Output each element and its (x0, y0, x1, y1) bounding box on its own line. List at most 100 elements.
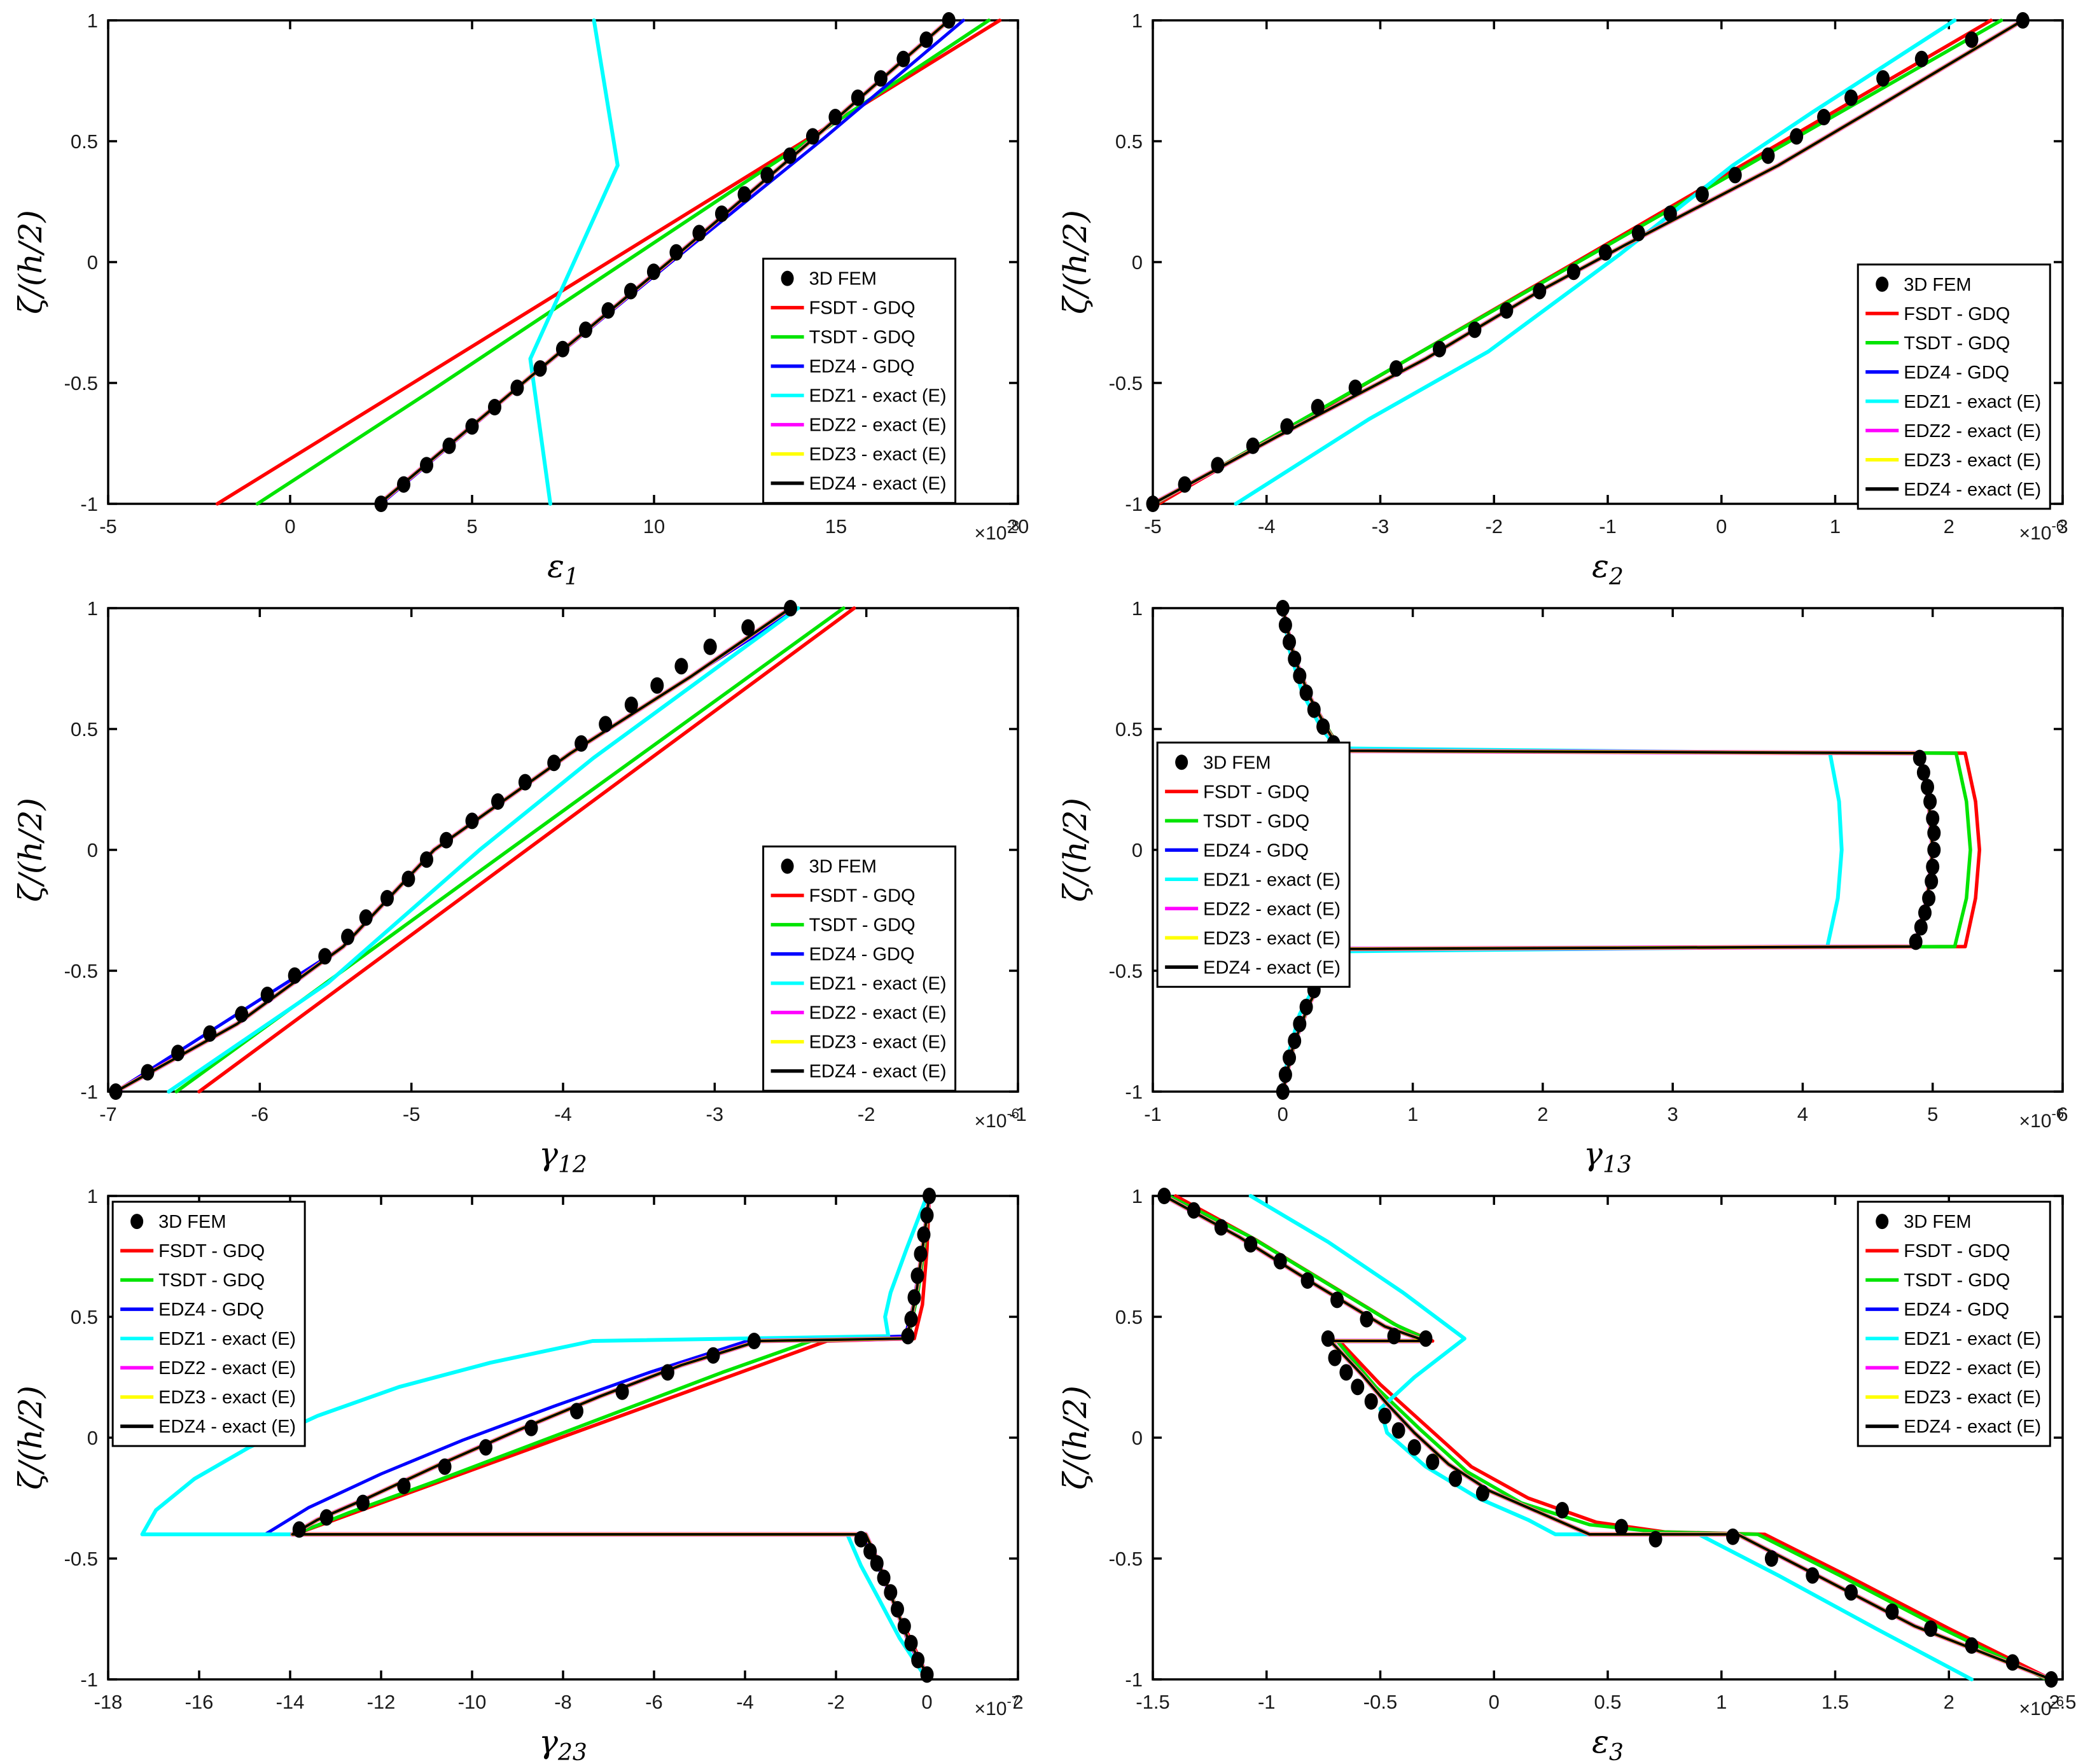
fem-marker (579, 321, 592, 338)
legend-item-label: TSDT - GDQ (809, 328, 916, 348)
legend-box: 3D FEM FSDT - GDQ TSDT - GDQ EDZ4 - GDQ EDZ1… (762, 845, 957, 1092)
x-tick-label: -5 (1144, 515, 1162, 538)
subplot-svg-eps1: -5 0 5 10 15 20 -1 -0.5 0 0.5 1 ε1 ×10-8 ζ/(h/2) 3D FE… (0, 0, 1045, 588)
fem-marker (1407, 1439, 1421, 1456)
y-axis-label: ζ/(h/2) (12, 1386, 49, 1490)
fem-marker (1157, 1188, 1171, 1204)
fem-marker (1926, 810, 1940, 827)
fem-marker (465, 812, 479, 830)
legend-item: FSDT - GDQ (770, 298, 916, 319)
fem-marker (901, 1328, 915, 1345)
legend-item-label: EDZ4 - GDQ (809, 945, 915, 965)
x-axis-label: γ23 (539, 1723, 587, 1763)
fem-marker (1728, 167, 1742, 184)
fem-marker (1695, 186, 1709, 203)
subplot-eps3: -1.5 -1 -0.5 0 0.5 1 1.5 2 2.5 -1 -0.5 0 0.5 1 ε3 ×10-6… (1045, 1176, 2090, 1764)
fem-marker (854, 1531, 868, 1548)
fem-marker (863, 1543, 877, 1560)
fem-marker (1761, 147, 1775, 164)
legend-box: 3D FEM FSDT - GDQ TSDT - GDQ EDZ4 - GDQ EDZ1… (762, 258, 957, 504)
fem-marker (1927, 824, 1941, 842)
legend-item: FSDT - GDQ (770, 886, 916, 906)
fem-marker (1307, 701, 1321, 718)
fem-marker (292, 1521, 306, 1538)
fem-marker (2044, 1671, 2058, 1688)
subplot-gam13: -1 0 1 2 3 4 5 6 -1 -0.5 0 0.5 1 γ13 ×10-6 ζ/(h/2) 3D FE… (1045, 588, 2090, 1176)
y-tick-label: 1 (87, 597, 98, 620)
fem-marker (235, 1006, 249, 1023)
fem-marker (397, 476, 410, 493)
fem-marker (919, 31, 933, 48)
fem-marker (1468, 321, 1482, 338)
subplot-eps1: -5 0 5 10 15 20 -1 -0.5 0 0.5 1 ε1 ×10-8 ζ/(h/2) 3D FE… (0, 0, 1045, 588)
fem-marker (356, 1494, 370, 1511)
fem-marker (438, 1458, 452, 1475)
fem-marker (1925, 873, 1939, 890)
fem-marker (874, 70, 888, 87)
fem-marker (615, 1383, 629, 1400)
y-tick-label: 0.5 (1115, 718, 1143, 740)
fem-marker (917, 1226, 931, 1243)
fem-marker (646, 263, 660, 281)
series-tsdt-gdq-line (1167, 1194, 2049, 1681)
fem-marker (805, 128, 819, 145)
legend-item: EDZ3 - exact (E) (770, 445, 947, 465)
fem-marker (203, 1025, 217, 1042)
x-tick-label: 2 (1944, 515, 1954, 538)
fem-marker (1922, 890, 1936, 906)
fem-marker (380, 890, 394, 906)
y-tick-label: 0.5 (71, 1306, 98, 1328)
legend-item-label: EDZ3 - exact (E) (809, 445, 947, 465)
legend-item-label: EDZ2 - exact (E) (809, 1003, 947, 1024)
fem-marker (171, 1045, 185, 1062)
fem-marker (1648, 1531, 1662, 1548)
x-tick-label: 10 (643, 515, 665, 538)
fem-marker (1923, 793, 1937, 810)
legend-item-label: EDZ1 - exact (E) (1904, 1329, 2041, 1349)
legend-item-label: EDZ2 - exact (E) (1904, 421, 2041, 441)
series-tsdt-gdq-line (1153, 18, 2003, 506)
x-tick-label: 2 (1944, 1691, 1954, 1713)
fem-marker (1378, 1407, 1392, 1424)
y-tick-label: -0.5 (1109, 372, 1143, 394)
legend-item-label: EDZ4 - exact (E) (809, 1062, 947, 1082)
fem-marker (884, 1584, 898, 1601)
legend-item: EDZ1 - exact (E) (1865, 392, 2041, 412)
fem-marker (1278, 1066, 1292, 1083)
fem-marker (920, 1666, 934, 1683)
x-tick-label: -2 (827, 1691, 845, 1713)
fem-marker (1391, 1422, 1405, 1439)
x-tick-label: -4 (554, 1103, 572, 1125)
legend-item-label: FSDT - GDQ (1904, 304, 2010, 324)
subplot-svg-gam12: -7 -6 -5 -4 -3 -2 -1 -1 -0.5 0 0.5 1 γ12 ×10-6 ζ/(h/2)… (0, 588, 1045, 1176)
fem-marker (923, 1188, 937, 1204)
subplot-gam23: -18 -16 -14 -12 -10 -8 -6 -4 -2 0 2 -1 -0.5 0 0.5 1 γ23 ×… (0, 1176, 1045, 1764)
legend-item: EDZ4 - GDQ (770, 945, 915, 965)
legend-item: EDZ3 - exact (E) (770, 1032, 947, 1053)
fem-marker (1500, 302, 1514, 319)
fem-marker (1278, 616, 1292, 634)
y-tick-label: 1 (1132, 597, 1143, 620)
legend-item: EDZ4 - exact (E) (1165, 957, 1341, 978)
legend-marker-dot (781, 270, 794, 286)
y-tick-label: -1 (80, 493, 98, 515)
legend-item-label: FSDT - GDQ (809, 298, 916, 319)
fem-marker (1276, 600, 1290, 616)
x-tick-label: 15 (825, 515, 847, 538)
axis-offset-label: ×10-7 (975, 1693, 1019, 1719)
x-tick-label: 5 (1927, 1103, 1938, 1125)
legend-item-label: 3D FEM (809, 269, 877, 289)
x-tick-label: 2 (1537, 1103, 1548, 1125)
subplot-svg-eps3: -1.5 -1 -0.5 0 0.5 1 1.5 2 2.5-1-0.500.51ε3×10-6… (1045, 1176, 2089, 1763)
legend-item: EDZ4 - exact (E) (1865, 1417, 2041, 1437)
legend-item: EDZ2 - exact (E) (1865, 1358, 2041, 1379)
x-tick-label: 3 (1668, 1103, 1678, 1125)
x-tick-label: -12 (367, 1691, 396, 1713)
legend-item-label: EDZ2 - exact (E) (1904, 1358, 2041, 1379)
x-tick-label: -0.5 (1363, 1691, 1397, 1713)
x-tick-label: 0.5 (1594, 1691, 1621, 1713)
legend-marker-dot (781, 858, 794, 874)
fem-marker (1631, 225, 1645, 242)
legend-item: 3D FEM (130, 1212, 226, 1232)
fem-marker (374, 496, 388, 512)
